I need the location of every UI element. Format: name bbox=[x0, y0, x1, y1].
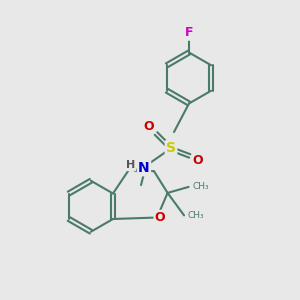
Text: N: N bbox=[138, 161, 150, 175]
Text: S: S bbox=[166, 142, 176, 155]
Text: H: H bbox=[126, 160, 135, 170]
Text: F: F bbox=[185, 26, 193, 40]
Text: O: O bbox=[193, 154, 203, 167]
Text: O: O bbox=[143, 119, 154, 133]
Text: O: O bbox=[155, 211, 165, 224]
Text: CH₃: CH₃ bbox=[188, 211, 204, 220]
Text: CH₃: CH₃ bbox=[192, 182, 209, 191]
